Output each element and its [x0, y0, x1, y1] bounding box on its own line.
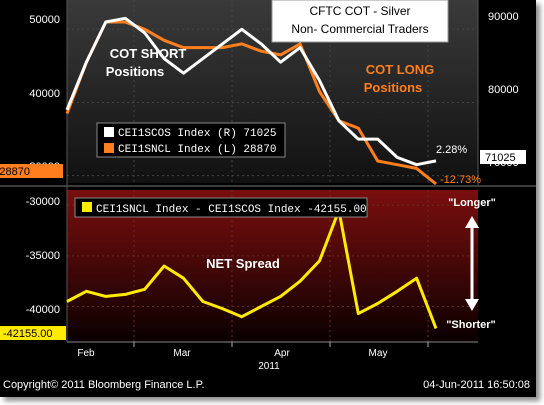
- x-tick-label: Feb: [77, 348, 95, 359]
- spread-tick-label: -35000: [26, 250, 60, 262]
- top-legend: [96, 122, 286, 158]
- longer-label: "Longer": [448, 197, 496, 209]
- long-annotation: Positions: [364, 80, 423, 95]
- title-line-1: CFTC COT - Silver: [309, 4, 410, 18]
- double-arrow-icon: [465, 216, 479, 311]
- copyright-text: Copyright© 2011 Bloomberg Finance L.P.: [3, 379, 205, 391]
- title-line-2: Non- Commercial Traders: [291, 22, 428, 36]
- year-label: 2011: [258, 361, 280, 372]
- pct-change-long: -12.73%: [440, 174, 481, 186]
- timestamp-text: 04-Jun-2011 16:50:08: [423, 379, 530, 391]
- last-value-right: 71025: [485, 152, 516, 164]
- spread-legend: [74, 197, 368, 218]
- long-annotation: COT LONG: [366, 62, 435, 77]
- legend-entry-short: CEI1SCOS Index (R) 71025: [118, 128, 276, 140]
- legend-swatch-short: [104, 127, 114, 137]
- right-tick-label: 90000: [488, 11, 519, 23]
- legend-swatch-spread: [82, 202, 92, 212]
- net-spread-line: [66, 208, 438, 329]
- x-tick-label: May: [369, 348, 388, 359]
- long-positions-line: [65, 20, 437, 186]
- last-value-left: 28870: [0, 166, 30, 178]
- last-value-badge-left: [0, 164, 63, 178]
- spread-title: NET Spread: [206, 256, 280, 271]
- legend-swatch-long: [104, 143, 114, 153]
- short-annotation: COT SHORT: [110, 46, 187, 61]
- short-annotation: Positions: [106, 64, 165, 79]
- left-tick-label: 40000: [29, 88, 60, 100]
- right-tick-label: 80000: [488, 84, 519, 96]
- last-value-badge-right: [480, 150, 526, 164]
- x-tick-label: Mar: [173, 348, 191, 359]
- short-positions-line: [65, 16, 437, 167]
- spread-last-value: -42155.00: [3, 328, 53, 340]
- pct-change-short: 2.28%: [436, 144, 467, 156]
- legend-entry-spread: CEI1SNCL Index - CEI1SCOS Index -42155.0…: [96, 204, 367, 216]
- shorter-label: "Shorter": [446, 319, 496, 331]
- left-tick-label: 50000: [29, 14, 60, 26]
- legend-entry-long: CEI1SNCL Index (L) 28870: [118, 144, 276, 156]
- title-box: [271, 0, 449, 43]
- x-axis-ticks: [133, 342, 429, 347]
- spread-tick-label: -40000: [26, 304, 60, 316]
- spread-tick-label: -30000: [26, 196, 60, 208]
- spread-last-value-badge: [0, 326, 66, 340]
- x-tick-label: Apr: [274, 348, 290, 359]
